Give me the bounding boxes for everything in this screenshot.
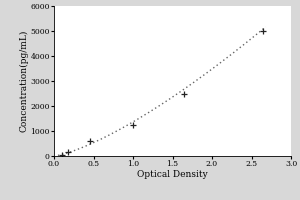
Y-axis label: Concentration(pg/mL): Concentration(pg/mL) [20, 30, 29, 132]
X-axis label: Optical Density: Optical Density [137, 170, 208, 179]
